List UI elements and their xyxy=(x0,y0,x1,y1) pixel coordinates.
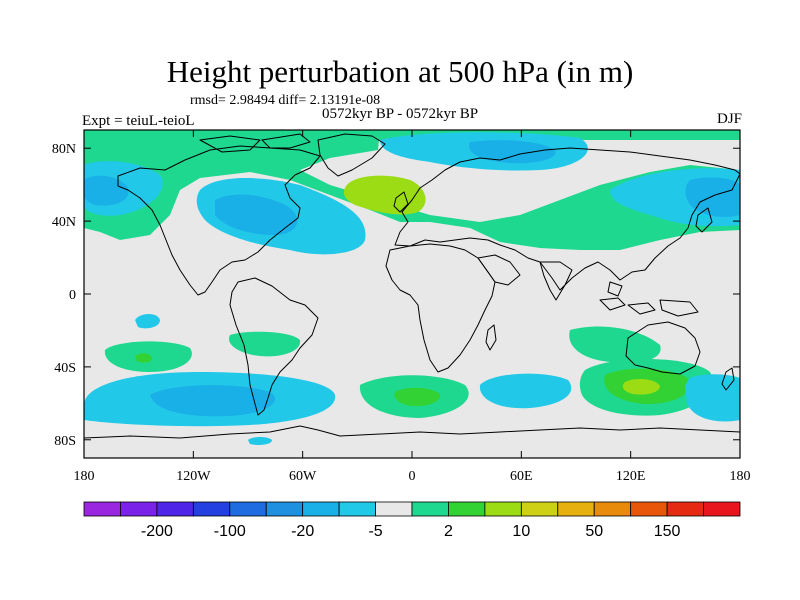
madagascar-coastline xyxy=(485,324,497,351)
anomaly-positive-region xyxy=(394,387,441,407)
new-zealand-coastline xyxy=(721,367,735,391)
anomaly-negative-region xyxy=(469,140,556,164)
greenland-coastline xyxy=(317,133,386,177)
longitude-axis: 180 120W 60W 0 60E 120E 180 xyxy=(74,130,751,484)
eurasia-coastline xyxy=(394,147,740,291)
colorbar-swatch xyxy=(265,501,304,517)
lon-tick-label: 180 xyxy=(730,469,751,484)
indonesia-coastline xyxy=(599,281,699,317)
lat-tick-label: 80S xyxy=(54,434,76,449)
lon-tick-label: 120E xyxy=(616,469,646,484)
anomaly-negative-region xyxy=(685,374,740,422)
lat-tick-label: 40N xyxy=(52,215,76,230)
south-america-coastline xyxy=(229,277,319,416)
latitude-axis: 80N 40N 0 40S 80S xyxy=(52,142,740,449)
lon-tick-label: 0 xyxy=(409,469,416,484)
india-coastline xyxy=(539,261,573,301)
colorbar-swatch xyxy=(557,501,595,517)
colorbar xyxy=(83,501,741,517)
lat-tick-label: 80N xyxy=(52,142,76,157)
anomaly-positive-core xyxy=(622,378,660,395)
colorbar-tick-label: 2 xyxy=(444,523,453,540)
anomaly-negative-region xyxy=(215,194,298,235)
anomaly-negative-region xyxy=(84,175,129,206)
colorbar-tick-label: 10 xyxy=(512,523,530,540)
anomaly-positive-region xyxy=(84,130,740,250)
lat-tick-label: 40S xyxy=(54,361,76,376)
colorbar-tick-label: 50 xyxy=(585,523,603,540)
colorbar-swatch xyxy=(229,501,267,517)
coastlines xyxy=(84,133,740,439)
arabia-coastline xyxy=(477,254,521,286)
colorbar-swatch xyxy=(520,501,559,517)
colorbar-swatch xyxy=(666,501,704,517)
anomaly-negative-region xyxy=(479,373,572,409)
colorbar-swatch xyxy=(375,501,413,517)
anomaly-positive-region xyxy=(135,353,152,363)
colorbar-swatch xyxy=(192,501,231,517)
colorbar-swatch xyxy=(302,501,340,517)
lon-tick-label: 60W xyxy=(289,469,317,484)
chart-title: Height perturbation at 500 hPa (in m) xyxy=(166,54,634,89)
anomaly-positive-region xyxy=(569,326,661,363)
lon-tick-label: 120W xyxy=(176,469,211,484)
anomaly-negative-region xyxy=(135,314,160,329)
colorbar-tick-label: -20 xyxy=(291,523,314,540)
colorbar-swatch xyxy=(411,501,449,517)
anomaly-negative-region xyxy=(685,177,740,217)
colorbar-swatch xyxy=(448,501,486,517)
arctic-islands-coastline xyxy=(199,133,311,153)
colorbar-swatch xyxy=(593,501,632,517)
australia-coastline xyxy=(625,321,701,375)
anomaly-positive-region xyxy=(229,331,301,357)
experiment-label: Expt = teiuL-teioL xyxy=(82,113,195,129)
anomaly-fields xyxy=(84,130,740,445)
colorbar-swatch xyxy=(83,501,121,517)
colorbar-swatch xyxy=(484,501,522,517)
anomaly-negative-region xyxy=(248,437,272,445)
lon-tick-label: 180 xyxy=(74,469,95,484)
lat-tick-label: 0 xyxy=(69,288,76,303)
africa-coastline xyxy=(385,243,496,373)
north-america-coastline xyxy=(117,145,321,296)
colorbar-swatch xyxy=(120,501,158,517)
period-subtitle: 0572kyr BP - 0572kyr BP xyxy=(322,106,479,122)
colorbar-labels: -200 -100 -20 -5 2 10 50 150 xyxy=(141,523,681,540)
anomaly-positive-core xyxy=(343,175,426,215)
colorbar-tick-label: -100 xyxy=(214,523,246,540)
colorbar-swatch xyxy=(156,501,194,517)
britain-coastline xyxy=(393,191,409,213)
season-label: DJF xyxy=(716,111,742,127)
lon-tick-label: 60E xyxy=(510,469,533,484)
colorbar-tick-label: -5 xyxy=(368,523,382,540)
colorbar-tick-label: 150 xyxy=(654,523,681,540)
colorbar-swatch xyxy=(703,501,741,517)
colorbar-swatch xyxy=(630,501,668,517)
colorbar-swatch xyxy=(338,501,376,517)
anomaly-negative-region xyxy=(150,385,276,417)
rmsd-statistics: rmsd= 2.98494 diff= 2.13191e-08 xyxy=(190,93,381,108)
japan-coastline xyxy=(695,207,713,233)
antarctica-coastline xyxy=(84,425,740,439)
colorbar-tick-label: -200 xyxy=(141,523,173,540)
